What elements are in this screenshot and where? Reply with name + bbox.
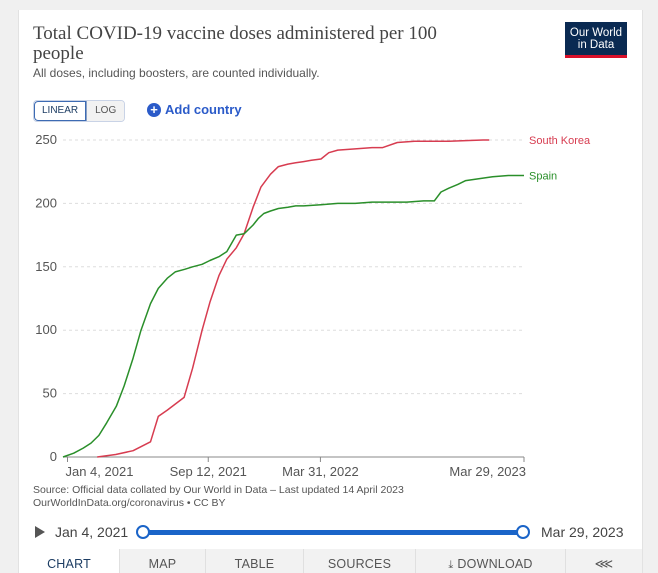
logo-line-2: in Data (577, 39, 615, 51)
timeline-end-label: Mar 29, 2023 (541, 524, 624, 540)
y-tick-label: 250 (35, 132, 57, 147)
add-country-label: Add country (165, 102, 242, 117)
tab-download-label: DOWNLOAD (457, 557, 533, 571)
log-scale-button[interactable]: LOG (87, 101, 125, 121)
x-tick-label: Mar 29, 2023 (449, 464, 526, 479)
timeline-start-handle[interactable] (136, 525, 150, 539)
series-lines (62, 139, 524, 458)
tab-chart[interactable]: CHART (19, 549, 119, 573)
download-icon: ⤓ (448, 559, 454, 571)
y-tick-label: 50 (43, 386, 57, 401)
y-tick-label: 150 (35, 259, 57, 274)
scale-toggle: LINEAR LOG (33, 100, 126, 122)
share-button[interactable]: ⋘ (565, 549, 642, 573)
play-icon[interactable] (35, 526, 45, 538)
series-label-south-korea: South Korea (529, 135, 591, 147)
series-line-south-korea (97, 139, 490, 458)
timeline-track[interactable] (136, 525, 530, 539)
x-tick-label: Mar 31, 2022 (282, 464, 359, 479)
chart-subtitle: All doses, including boosters, are count… (33, 66, 320, 80)
tab-bar: CHART MAP TABLE SOURCES ⤓ DOWNLOAD ⋘ (19, 549, 642, 573)
x-tick-label: Sep 12, 2021 (170, 464, 247, 479)
y-tick-label: 100 (35, 322, 57, 337)
chart-title: Total COVID-19 vaccine doses administere… (33, 23, 437, 64)
source-line-2[interactable]: OurWorldInData.org/coronavirus • CC BY (33, 497, 226, 509)
grid-lines (63, 139, 524, 395)
plus-circle-icon: + (147, 102, 161, 117)
linear-scale-button[interactable]: LINEAR (34, 101, 88, 121)
x-tick-label: Jan 4, 2021 (65, 464, 133, 479)
line-chart: 0 50 100 150 200 250 Jan 4, 2021 Sep 12, 2021 M… (35, 132, 591, 479)
timeline-start-label: Jan 4, 2021 (55, 524, 129, 540)
y-tick-label: 200 (35, 195, 57, 210)
series-label-spain: Spain (529, 171, 557, 183)
timeline-end-handle[interactable] (516, 525, 530, 539)
y-tick-label: 0 (50, 449, 57, 464)
tab-map[interactable]: MAP (119, 549, 205, 573)
x-axis: Jan 4, 2021 Sep 12, 2021 Mar 31, 2022 Mar 2… (63, 456, 526, 479)
chart-card: Total COVID-19 vaccine doses administere… (18, 10, 643, 573)
source-line-1: Source: Official data collated by Our Wo… (33, 484, 404, 496)
series-line-spain (62, 174, 524, 458)
tab-sources[interactable]: SOURCES (303, 549, 415, 573)
tab-table[interactable]: TABLE (205, 549, 303, 573)
source-note: Source: Official data collated by Our Wo… (33, 484, 404, 510)
series-labels: South Korea Spain (529, 135, 591, 183)
tab-download[interactable]: ⤓ DOWNLOAD (415, 549, 565, 573)
y-axis-ticks: 0 50 100 150 200 250 (35, 132, 57, 464)
timeline: Jan 4, 2021 Mar 29, 2023 (19, 522, 642, 544)
logo-line-1: Our World (569, 27, 623, 39)
owid-logo[interactable]: Our World in Data (565, 22, 627, 58)
share-icon: ⋘ (594, 556, 614, 571)
add-country-button[interactable]: + Add country (147, 102, 242, 117)
